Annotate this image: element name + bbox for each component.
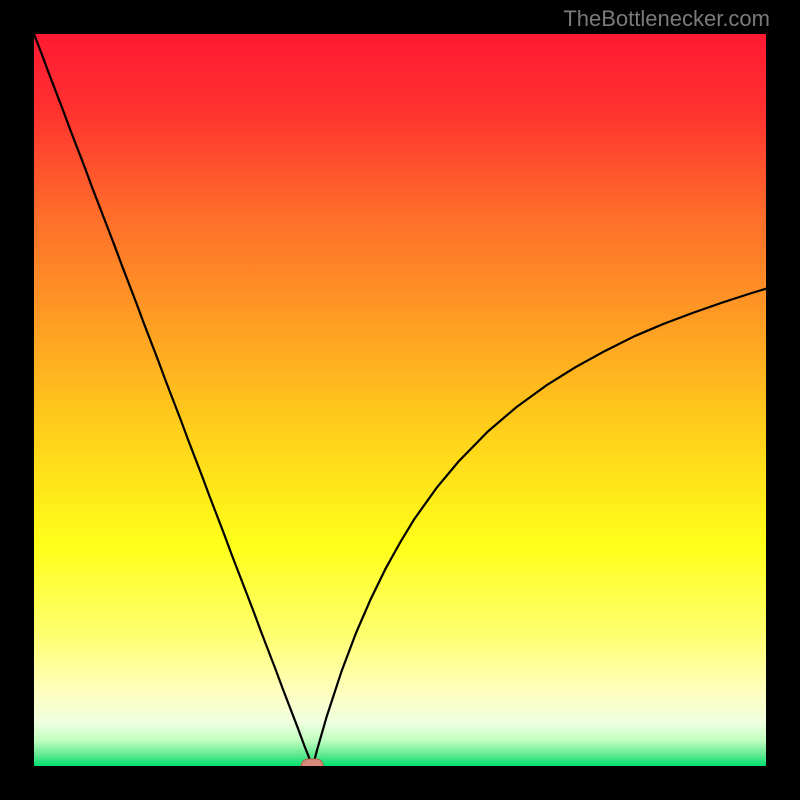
chart-root: TheBottlenecker.com (0, 0, 800, 800)
curve (34, 34, 766, 766)
watermark-text: TheBottlenecker.com (563, 6, 770, 32)
plot-area (34, 34, 766, 766)
minimum-marker (301, 759, 323, 766)
